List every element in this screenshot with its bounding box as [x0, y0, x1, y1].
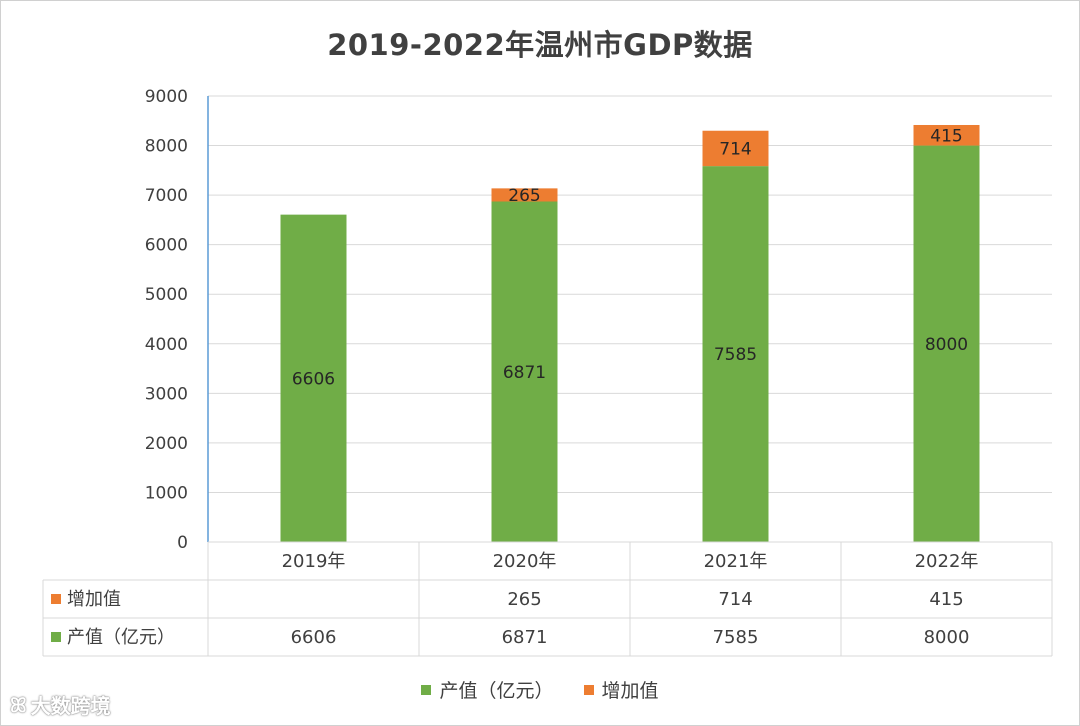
- y-tick-label: 0: [177, 533, 188, 553]
- legend-label-output: 产值（亿元）: [439, 680, 554, 702]
- table-cell: 6606: [291, 627, 337, 648]
- legend-swatch-increase: [583, 684, 594, 695]
- category-label: 2021年: [704, 551, 768, 572]
- table-cell: 6871: [502, 627, 548, 648]
- category-label: 2020年: [493, 551, 557, 572]
- chart-title: 2019-2022年温州市GDP数据: [327, 28, 753, 62]
- bar-output: [702, 166, 769, 543]
- data-label-increase: 415: [930, 126, 962, 146]
- y-tick-label: 2000: [145, 434, 188, 454]
- watermark-text: 大数跨境: [30, 694, 111, 718]
- legend-label-increase: 增加值: [601, 680, 659, 702]
- data-label-output: 7585: [714, 345, 757, 365]
- legend: 产值（亿元） 增加值: [0, 676, 1080, 703]
- data-label-output: 6871: [503, 363, 546, 383]
- bar-output: [280, 214, 347, 543]
- y-tick-label: 6000: [145, 236, 188, 256]
- legend-item-increase: 增加值: [583, 676, 659, 703]
- bar-increase: [913, 124, 980, 146]
- data-label-output: 8000: [925, 335, 968, 355]
- y-tick-label: 1000: [145, 483, 188, 503]
- table-row-swatch: [51, 632, 61, 642]
- bar-increase: [491, 188, 558, 202]
- table-row-label: 产值（亿元）: [67, 627, 175, 648]
- category-label: 2022年: [915, 551, 979, 572]
- watermark: ꕤ 大数跨境: [10, 690, 111, 719]
- bar-output: [491, 201, 558, 542]
- legend-swatch-output: [421, 684, 432, 695]
- watermark-logo-icon: ꕤ: [10, 692, 27, 717]
- y-tick-label: 9000: [145, 87, 188, 107]
- y-tick-label: 5000: [145, 285, 188, 305]
- table-cell: 7585: [713, 627, 759, 648]
- data-label-output: 6606: [292, 369, 335, 389]
- table-cell: 714: [718, 589, 752, 610]
- table-cell: 8000: [924, 627, 970, 648]
- table-row-label: 增加值: [67, 589, 121, 610]
- data-label-increase: 714: [719, 139, 751, 159]
- table-cell: 265: [507, 589, 541, 610]
- y-tick-label: 4000: [145, 335, 188, 355]
- table-cell: 415: [929, 589, 963, 610]
- y-tick-label: 8000: [145, 137, 188, 157]
- table-row-swatch: [51, 594, 61, 604]
- bar-output: [913, 145, 980, 543]
- bar-increase: [702, 130, 769, 167]
- legend-item-output: 产值（亿元）: [421, 676, 554, 703]
- data-label-increase: 265: [508, 186, 540, 206]
- y-tick-label: 3000: [145, 384, 188, 404]
- y-tick-label: 7000: [145, 186, 188, 206]
- category-label: 2019年: [282, 551, 346, 572]
